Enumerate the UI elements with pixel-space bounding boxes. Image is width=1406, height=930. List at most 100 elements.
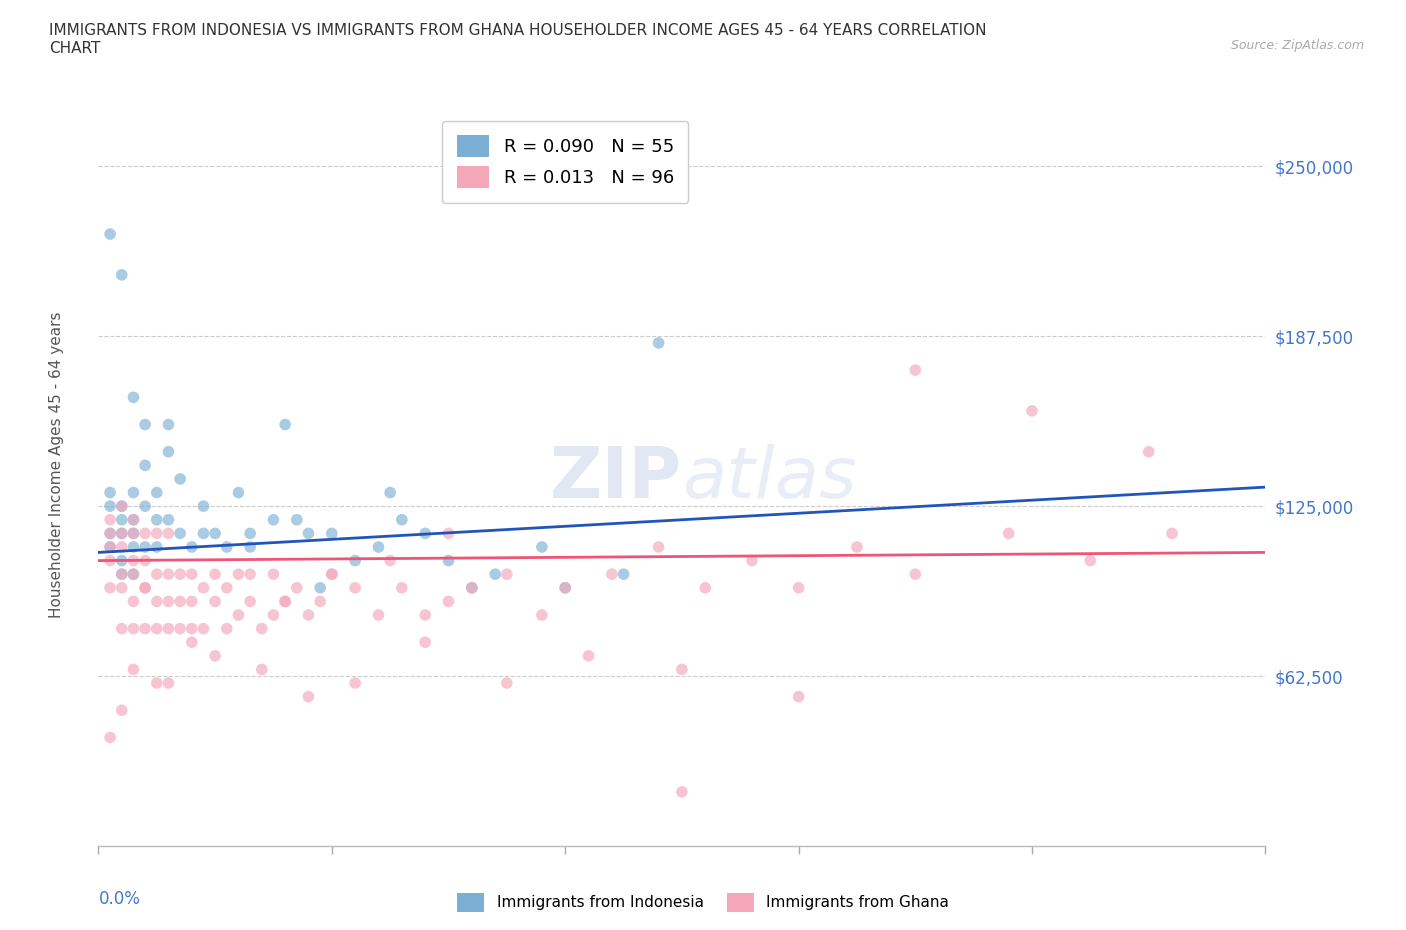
Point xyxy=(321,526,343,541)
Point xyxy=(437,553,460,568)
Point xyxy=(437,526,460,541)
Point xyxy=(157,417,180,432)
Point xyxy=(484,566,506,581)
Point xyxy=(111,526,134,541)
Point xyxy=(122,526,145,541)
Point xyxy=(169,526,191,541)
Point xyxy=(98,485,121,500)
Point xyxy=(413,607,436,622)
Point xyxy=(169,566,191,581)
Point xyxy=(180,621,202,636)
Point xyxy=(134,526,156,541)
Text: ZIP: ZIP xyxy=(550,445,682,513)
Point xyxy=(111,580,134,595)
Point xyxy=(391,512,413,527)
Point xyxy=(122,512,145,527)
Point xyxy=(204,526,226,541)
Point xyxy=(380,485,402,500)
Point xyxy=(239,566,262,581)
Point xyxy=(274,417,297,432)
Point xyxy=(193,621,215,636)
Point xyxy=(122,390,145,405)
Point xyxy=(122,621,145,636)
Point xyxy=(204,594,226,609)
Point xyxy=(1137,445,1160,459)
Point xyxy=(1161,526,1184,541)
Point xyxy=(262,566,284,581)
Point xyxy=(274,594,297,609)
Point xyxy=(122,553,145,568)
Point xyxy=(250,662,273,677)
Point xyxy=(98,227,121,242)
Point xyxy=(146,566,169,581)
Point xyxy=(496,675,519,690)
Point xyxy=(228,566,250,581)
Point xyxy=(157,621,180,636)
Point xyxy=(215,621,238,636)
Point xyxy=(344,675,367,690)
Point xyxy=(111,566,134,581)
Legend: Immigrants from Indonesia, Immigrants from Ghana: Immigrants from Indonesia, Immigrants fr… xyxy=(451,887,955,918)
Point xyxy=(250,621,273,636)
Point xyxy=(111,268,134,283)
Point xyxy=(193,580,215,595)
Point xyxy=(193,526,215,541)
Point xyxy=(134,539,156,554)
Point xyxy=(437,594,460,609)
Point xyxy=(98,512,121,527)
Point xyxy=(157,445,180,459)
Point xyxy=(228,607,250,622)
Point xyxy=(239,526,262,541)
Point xyxy=(169,594,191,609)
Point xyxy=(180,594,202,609)
Point xyxy=(554,580,576,595)
Point xyxy=(111,512,134,527)
Point xyxy=(122,662,145,677)
Point xyxy=(98,526,121,541)
Point xyxy=(204,648,226,663)
Point xyxy=(169,472,191,486)
Point xyxy=(111,539,134,554)
Point xyxy=(741,553,763,568)
Point xyxy=(134,417,156,432)
Point xyxy=(169,621,191,636)
Point xyxy=(98,539,121,554)
Point xyxy=(391,580,413,595)
Point xyxy=(321,566,343,581)
Point xyxy=(111,553,134,568)
Point xyxy=(367,607,389,622)
Point xyxy=(98,553,121,568)
Point xyxy=(111,498,134,513)
Point xyxy=(647,336,669,351)
Point xyxy=(134,580,156,595)
Point xyxy=(111,703,134,718)
Point xyxy=(134,498,156,513)
Point xyxy=(239,539,262,554)
Point xyxy=(122,485,145,500)
Point xyxy=(157,594,180,609)
Text: 0.0%: 0.0% xyxy=(98,890,141,909)
Point xyxy=(262,607,284,622)
Point xyxy=(285,580,308,595)
Point xyxy=(122,566,145,581)
Point xyxy=(297,526,319,541)
Point xyxy=(846,539,869,554)
Point xyxy=(297,689,319,704)
Point xyxy=(157,512,180,527)
Point xyxy=(1080,553,1102,568)
Point xyxy=(321,566,343,581)
Point xyxy=(600,566,623,581)
Point xyxy=(530,607,553,622)
Point xyxy=(98,498,121,513)
Point xyxy=(647,539,669,554)
Point xyxy=(146,594,169,609)
Point xyxy=(122,539,145,554)
Point xyxy=(461,580,484,595)
Point xyxy=(215,539,238,554)
Point xyxy=(367,539,389,554)
Point xyxy=(239,594,262,609)
Point xyxy=(671,662,693,677)
Text: Householder Income Ages 45 - 64 years: Householder Income Ages 45 - 64 years xyxy=(49,312,63,618)
Point xyxy=(554,580,576,595)
Point xyxy=(285,512,308,527)
